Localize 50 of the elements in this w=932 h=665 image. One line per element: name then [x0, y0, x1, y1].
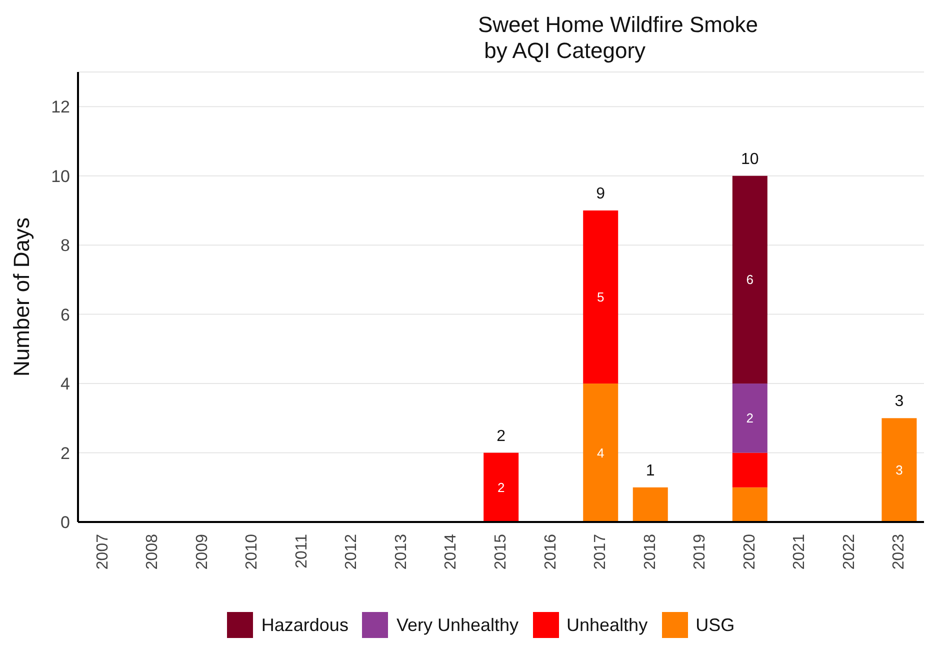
bar	[732, 384, 768, 453]
y-axis-title: Number of Days	[8, 218, 34, 376]
bar	[732, 487, 768, 522]
x-tick-label: 2007	[94, 534, 112, 570]
total-label: 10	[741, 150, 759, 168]
x-tick-label: 2010	[244, 534, 261, 570]
x-tick-label: 2009	[194, 534, 211, 570]
x-tick-label: 2013	[392, 534, 410, 570]
legend-label: Very Unhealthy	[396, 614, 519, 636]
y-tick-label: 8	[60, 236, 70, 256]
x-tick-label: 2023	[890, 534, 908, 570]
bar	[484, 452, 519, 522]
x-tick-label: 2022	[840, 534, 858, 570]
x-tick-label: 2008	[144, 534, 162, 570]
bar	[632, 487, 668, 522]
y-tick-label: 2	[60, 444, 70, 463]
y-tick-label: 10	[51, 166, 70, 186]
data-label: 2	[746, 410, 754, 426]
bar	[732, 452, 768, 488]
x-tick-label: 2011	[293, 534, 310, 568]
y-tick-label: 6	[60, 305, 70, 324]
x-tick-label: 2018	[642, 534, 659, 570]
chart-title: Sweet Home Wildfire Smoke by AQI Category	[478, 12, 758, 64]
data-label: 3	[896, 462, 903, 478]
x-tick-label: 2012	[343, 534, 360, 570]
total-label: 9	[596, 185, 606, 202]
x-tick-label: 2021	[791, 534, 808, 570]
x-tick-label: 2019	[692, 534, 709, 570]
bar	[583, 384, 618, 522]
total-label: 3	[894, 393, 904, 410]
legend-label: USG	[696, 614, 735, 636]
x-tick-label: 2020	[741, 534, 758, 570]
data-label: 5	[596, 290, 604, 304]
bar	[583, 210, 618, 384]
x-tick-label: 2014	[442, 534, 460, 570]
legend-label: Unhealthy	[566, 614, 648, 636]
data-label: 4	[596, 445, 604, 460]
total-label: 1	[646, 462, 655, 480]
bar	[732, 176, 768, 384]
y-tick-label: 0	[60, 513, 70, 532]
bar	[882, 418, 917, 522]
x-tick-label: 2016	[542, 534, 560, 570]
y-tick-label: 4	[60, 374, 70, 394]
data-label: 2	[497, 480, 505, 495]
y-tick-label: 12	[51, 98, 70, 117]
data-label: 6	[746, 272, 754, 288]
total-label: 2	[496, 428, 506, 445]
x-tick-label: 2015	[492, 534, 510, 570]
x-tick-label: 2017	[592, 534, 610, 570]
legend-label: Hazardous	[261, 614, 348, 636]
